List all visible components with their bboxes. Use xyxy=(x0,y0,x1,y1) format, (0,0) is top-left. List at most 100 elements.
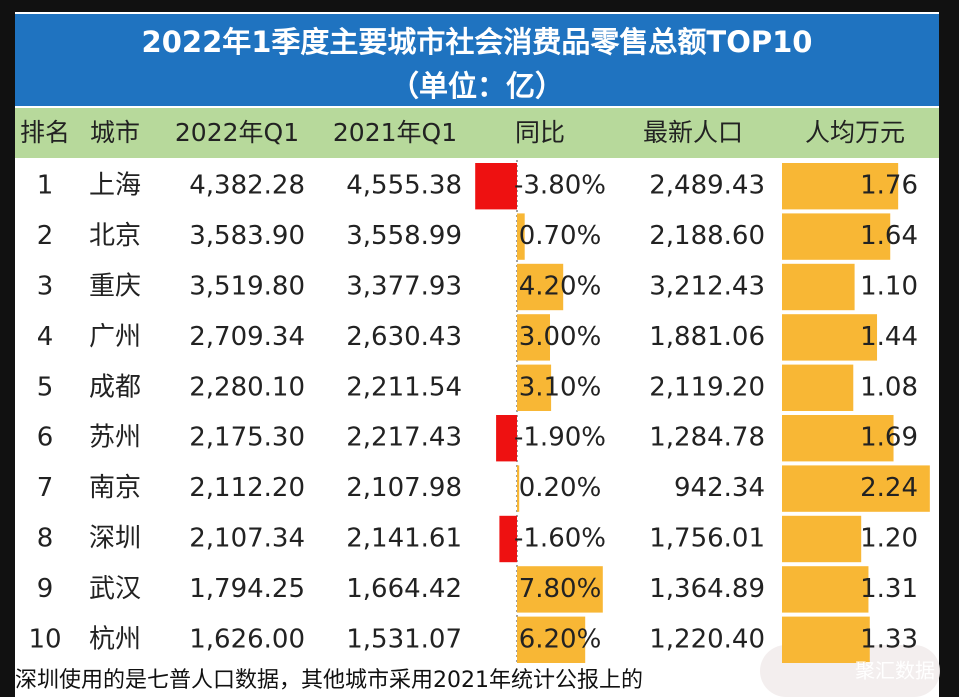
per-capita-cell: 1.69 xyxy=(860,423,918,453)
q1-2022-cell: 2,112.20 xyxy=(189,473,305,503)
per-capita-bar xyxy=(782,515,862,563)
per-capita-bar xyxy=(782,566,869,613)
header-cell: 人均万元 xyxy=(805,118,905,147)
yoy-bar xyxy=(475,163,517,210)
yoy-cell: 0.70% xyxy=(519,221,602,251)
per-capita-bar xyxy=(782,616,870,663)
city-cell: 重庆 xyxy=(89,272,141,302)
header-cell: 排名 xyxy=(20,118,70,147)
yoy-cell: 3.00% xyxy=(519,322,602,352)
q1-2021-cell: 1,531.07 xyxy=(346,624,462,654)
per-capita-cell: 2.24 xyxy=(860,473,918,503)
header-band xyxy=(15,108,939,158)
population-cell: 2,119.20 xyxy=(649,372,765,402)
yoy-cell: 7.80% xyxy=(519,574,602,604)
q1-2021-cell: 1,664.42 xyxy=(346,574,462,604)
q1-2022-cell: 2,709.34 xyxy=(189,322,305,352)
q1-2021-cell: 3,377.93 xyxy=(346,272,462,302)
city-cell: 苏州 xyxy=(89,423,141,453)
q1-2022-cell: 1,794.25 xyxy=(189,574,305,604)
yoy-cell: 0.20% xyxy=(519,473,602,503)
yoy-bar xyxy=(517,566,603,613)
footer-note: 深圳使用的是七普人口数据，其他城市采用2021年统计公报上的 xyxy=(15,668,643,693)
per-capita-cell: 1.20 xyxy=(860,524,918,554)
per-capita-bar xyxy=(782,415,894,462)
rank-cell: 1 xyxy=(37,171,54,201)
population-cell: 1,284.78 xyxy=(649,423,765,453)
per-capita-cell: 1.44 xyxy=(860,322,918,352)
per-capita-bar xyxy=(782,314,878,361)
rank-cell: 4 xyxy=(37,322,54,352)
subtitle: （单位：亿） xyxy=(390,69,564,103)
q1-2022-cell: 1,626.00 xyxy=(189,624,305,654)
yoy-cell: 3.10% xyxy=(519,372,602,402)
rank-cell: 3 xyxy=(37,272,54,302)
population-cell: 2,489.43 xyxy=(649,171,765,201)
yoy-bar xyxy=(517,465,520,512)
q1-2022-cell: 4,382.28 xyxy=(189,171,305,201)
q1-2021-cell: 2,630.43 xyxy=(346,322,462,352)
yoy-bar xyxy=(517,616,586,663)
q1-2021-cell: 2,107.98 xyxy=(346,473,462,503)
city-cell: 南京 xyxy=(89,473,141,503)
per-capita-bar xyxy=(782,213,891,260)
yoy-cell: -3.80% xyxy=(514,171,606,201)
per-capita-cell: 1.33 xyxy=(860,624,918,654)
q1-2021-cell: 4,555.38 xyxy=(346,171,462,201)
header-cell: 最新人口 xyxy=(643,118,743,147)
city-cell: 成都 xyxy=(89,372,141,402)
header-cell: 城市 xyxy=(90,118,140,147)
per-capita-cell: 1.08 xyxy=(860,372,918,402)
q1-2021-cell: 2,217.43 xyxy=(346,423,462,453)
per-capita-bar xyxy=(782,163,899,210)
rank-cell: 6 xyxy=(37,423,54,453)
population-cell: 1,364.89 xyxy=(649,574,765,604)
rank-cell: 10 xyxy=(28,624,61,654)
rank-cell: 2 xyxy=(37,221,54,251)
title: 2022年1季度主要城市社会消费品零售总额TOP10 xyxy=(142,25,813,59)
population-cell: 1,881.06 xyxy=(649,322,765,352)
city-cell: 上海 xyxy=(89,171,141,201)
rank-cell: 9 xyxy=(37,574,54,604)
per-capita-cell: 1.76 xyxy=(860,171,918,201)
population-cell: 2,188.60 xyxy=(649,221,765,251)
population-cell: 942.34 xyxy=(674,473,765,503)
yoy-bar xyxy=(517,314,550,361)
city-cell: 广州 xyxy=(89,322,141,352)
q1-2021-cell: 2,141.61 xyxy=(346,524,462,554)
yoy-bar xyxy=(496,415,517,462)
q1-2022-cell: 3,519.80 xyxy=(189,272,305,302)
per-capita-bar xyxy=(782,364,854,411)
yoy-bar xyxy=(517,263,564,311)
population-cell: 3,212.43 xyxy=(649,272,765,302)
watermark: 聚汇数据 xyxy=(855,659,935,683)
rank-cell: 7 xyxy=(37,473,54,503)
rank-cell: 5 xyxy=(37,372,54,402)
per-capita-cell: 1.31 xyxy=(860,574,918,604)
yoy-bar xyxy=(499,515,517,563)
population-cell: 1,756.01 xyxy=(649,524,765,554)
header-cell: 2021年Q1 xyxy=(333,118,457,147)
q1-2022-cell: 2,107.34 xyxy=(189,524,305,554)
per-capita-cell: 1.10 xyxy=(860,272,918,302)
yoy-cell: 6.20% xyxy=(519,624,602,654)
city-cell: 杭州 xyxy=(89,624,141,654)
header-cell: 2022年Q1 xyxy=(175,118,299,147)
yoy-cell: -1.60% xyxy=(514,524,606,554)
yoy-cell: 4.20% xyxy=(519,272,602,302)
population-cell: 1,220.40 xyxy=(649,624,765,654)
q1-2021-cell: 2,211.54 xyxy=(346,372,462,402)
yoy-bar xyxy=(517,213,525,260)
header-cell: 同比 xyxy=(515,118,565,147)
q1-2021-cell: 3,558.99 xyxy=(346,221,462,251)
city-cell: 武汉 xyxy=(89,574,141,604)
city-cell: 深圳 xyxy=(89,524,141,554)
per-capita-cell: 1.64 xyxy=(860,221,918,251)
yoy-cell: -1.90% xyxy=(514,423,606,453)
q1-2022-cell: 2,280.10 xyxy=(189,372,305,402)
per-capita-bar xyxy=(782,465,930,512)
rank-cell: 8 xyxy=(37,524,54,554)
per-capita-bar xyxy=(782,263,855,311)
q1-2022-cell: 2,175.30 xyxy=(189,423,305,453)
